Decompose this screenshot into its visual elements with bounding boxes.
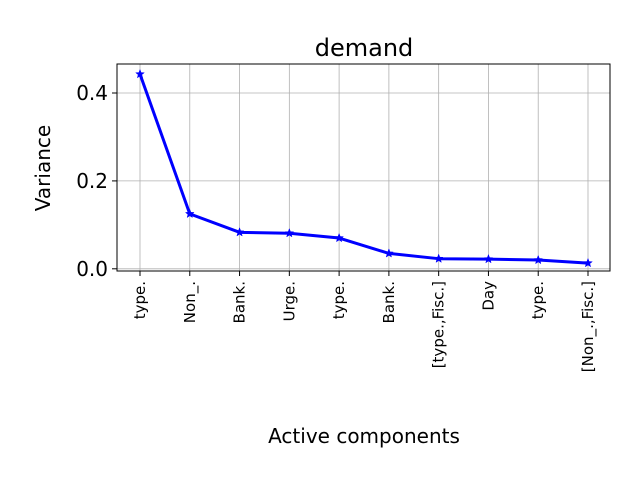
- y-tick-label: 0.0: [76, 257, 108, 281]
- y-axis-label: Variance: [31, 125, 55, 211]
- data-point-marker: [234, 227, 245, 237]
- chart-title: demand: [315, 34, 414, 62]
- data-point-marker: [135, 68, 145, 79]
- plot-frame: [116, 63, 611, 272]
- data-point-marker: [184, 208, 195, 219]
- x-axis: type. Non_. Bank. Urge. type. Bank. [type.,Fis…: [131, 271, 598, 372]
- data-point-marker: [433, 253, 444, 263]
- data-point-marker: [334, 232, 345, 243]
- data-point-marker: [483, 253, 494, 264]
- y-tick-label: 0.2: [76, 169, 108, 193]
- series-layer: [135, 68, 593, 268]
- data-point-marker: [284, 227, 295, 238]
- grid: [117, 64, 610, 271]
- x-tick-label: Bank.: [231, 281, 249, 323]
- x-tick-label: [Non_.,Fisc.]: [579, 281, 598, 372]
- x-tick-label: Urge.: [280, 281, 298, 321]
- x-tick-label: Day: [479, 281, 497, 311]
- x-tick-label: Bank.: [380, 281, 398, 323]
- x-tick-label: Non_.: [181, 281, 200, 323]
- y-axis: 0.0 0.2 0.4: [76, 81, 117, 281]
- data-point-marker: [583, 257, 593, 268]
- x-tick-label: type.: [131, 281, 149, 319]
- x-tick-label: type.: [529, 281, 547, 319]
- x-axis-label: Active components: [268, 424, 460, 448]
- series-line: [138, 73, 589, 265]
- data-point-marker: [383, 248, 394, 258]
- x-tick-label: [type.,Fisc.]: [430, 281, 448, 368]
- x-tick-label: type.: [330, 281, 348, 319]
- y-tick-label: 0.4: [76, 81, 108, 105]
- data-point-marker: [533, 254, 544, 265]
